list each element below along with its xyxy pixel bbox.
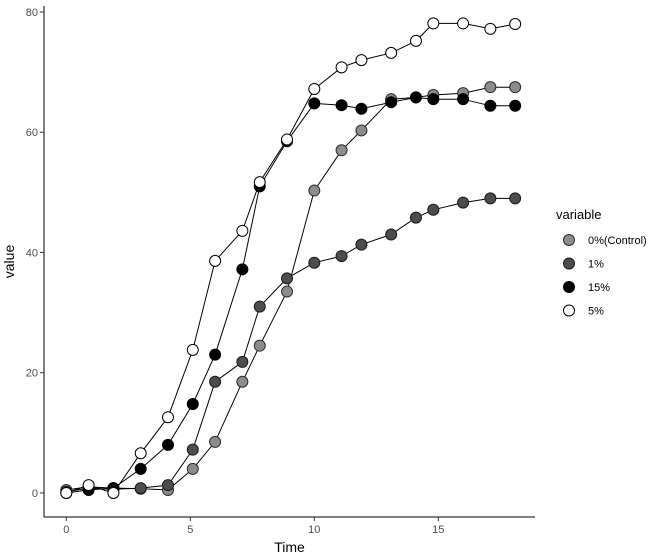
data-point-15 [385,96,398,109]
data-point-0-control [509,81,522,94]
x-tick-label: 5 [187,524,193,536]
data-point-5 [457,17,470,30]
y-tick-label: 40 [26,247,38,259]
data-point-1 [509,192,522,205]
data-point-15 [409,91,422,104]
data-point-5 [134,447,147,460]
data-point-15 [308,97,321,110]
legend-label: 15% [588,282,610,294]
data-point-1 [385,228,398,241]
data-point-1 [236,355,249,368]
data-point-0-control [335,144,348,157]
legend-key [563,234,575,246]
data-point-15 [335,99,348,112]
data-point-0-control [209,435,222,448]
data-point-1 [253,300,266,313]
data-point-5 [484,22,497,35]
legend-key [563,304,575,317]
y-axis-title: value [1,245,17,279]
data-point-5 [509,18,522,31]
data-point-1 [308,256,321,269]
y-tick-label: 60 [26,127,38,139]
x-tick-label: 15 [432,524,444,536]
data-point-5 [308,82,321,95]
x-tick-label: 10 [308,524,320,536]
data-point-1 [409,211,422,224]
data-point-5 [236,224,249,237]
data-point-1 [161,479,174,492]
series-points [60,17,522,499]
data-point-5 [161,411,174,424]
data-point-15 [457,93,470,106]
series-lines [66,22,516,494]
data-point-5 [385,46,398,59]
y-tick-label: 0 [32,488,38,500]
legend-label: 1% [588,259,604,271]
data-point-5 [355,54,368,67]
data-point-1 [355,238,368,251]
data-point-1 [281,272,294,285]
data-point-0-control [484,81,497,94]
data-point-15 [186,397,199,410]
x-tick-label: 0 [63,524,69,536]
legend-key [563,257,575,270]
legend-label: 0%(Control) [588,235,647,247]
axes [43,6,535,518]
data-point-1 [457,196,470,209]
y-tick-label: 80 [26,7,38,19]
data-point-15 [484,99,497,112]
legend: variable 0%(Control) 1% 15% 5% [556,207,647,318]
data-point-0-control [253,339,266,352]
data-point-15 [161,438,174,451]
legend-key [563,281,575,293]
data-point-5 [82,479,95,492]
data-point-15 [509,99,522,112]
legend-item: 1% [563,257,604,271]
data-point-5 [335,61,348,74]
data-point-1 [186,443,199,456]
data-point-15 [355,102,368,115]
data-point-15 [427,93,440,106]
axis-ticks: 0 5 10 15 0 20 40 60 80 [26,7,445,536]
data-point-15 [236,263,249,276]
data-point-5 [209,254,222,267]
data-point-5 [409,34,422,47]
y-tick-label: 20 [26,368,38,380]
data-point-5 [427,17,440,30]
data-point-5 [60,486,73,499]
data-point-0-control [236,375,249,388]
legend-item: 5% [563,304,604,318]
data-point-0-control [355,124,368,137]
data-point-5 [281,133,294,146]
data-point-0-control [186,462,199,475]
legend-item: 15% [563,281,610,294]
legend-items: 0%(Control) 1% 15% 5% [563,234,647,318]
data-point-5 [253,176,266,189]
data-point-1 [427,203,440,216]
series-line-1 [66,197,516,493]
data-point-1 [484,192,497,205]
data-point-0-control [308,184,321,197]
data-point-15 [209,348,222,361]
data-point-5 [107,486,120,499]
legend-item: 0%(Control) [563,234,647,247]
data-point-1 [134,482,147,495]
legend-title: variable [556,207,602,222]
data-point-1 [209,375,222,388]
data-point-5 [186,343,199,356]
data-point-1 [335,250,348,263]
legend-label: 5% [588,306,604,318]
data-point-0-control [281,285,294,298]
x-axis-title: Time [274,539,305,554]
data-point-15 [134,462,147,475]
